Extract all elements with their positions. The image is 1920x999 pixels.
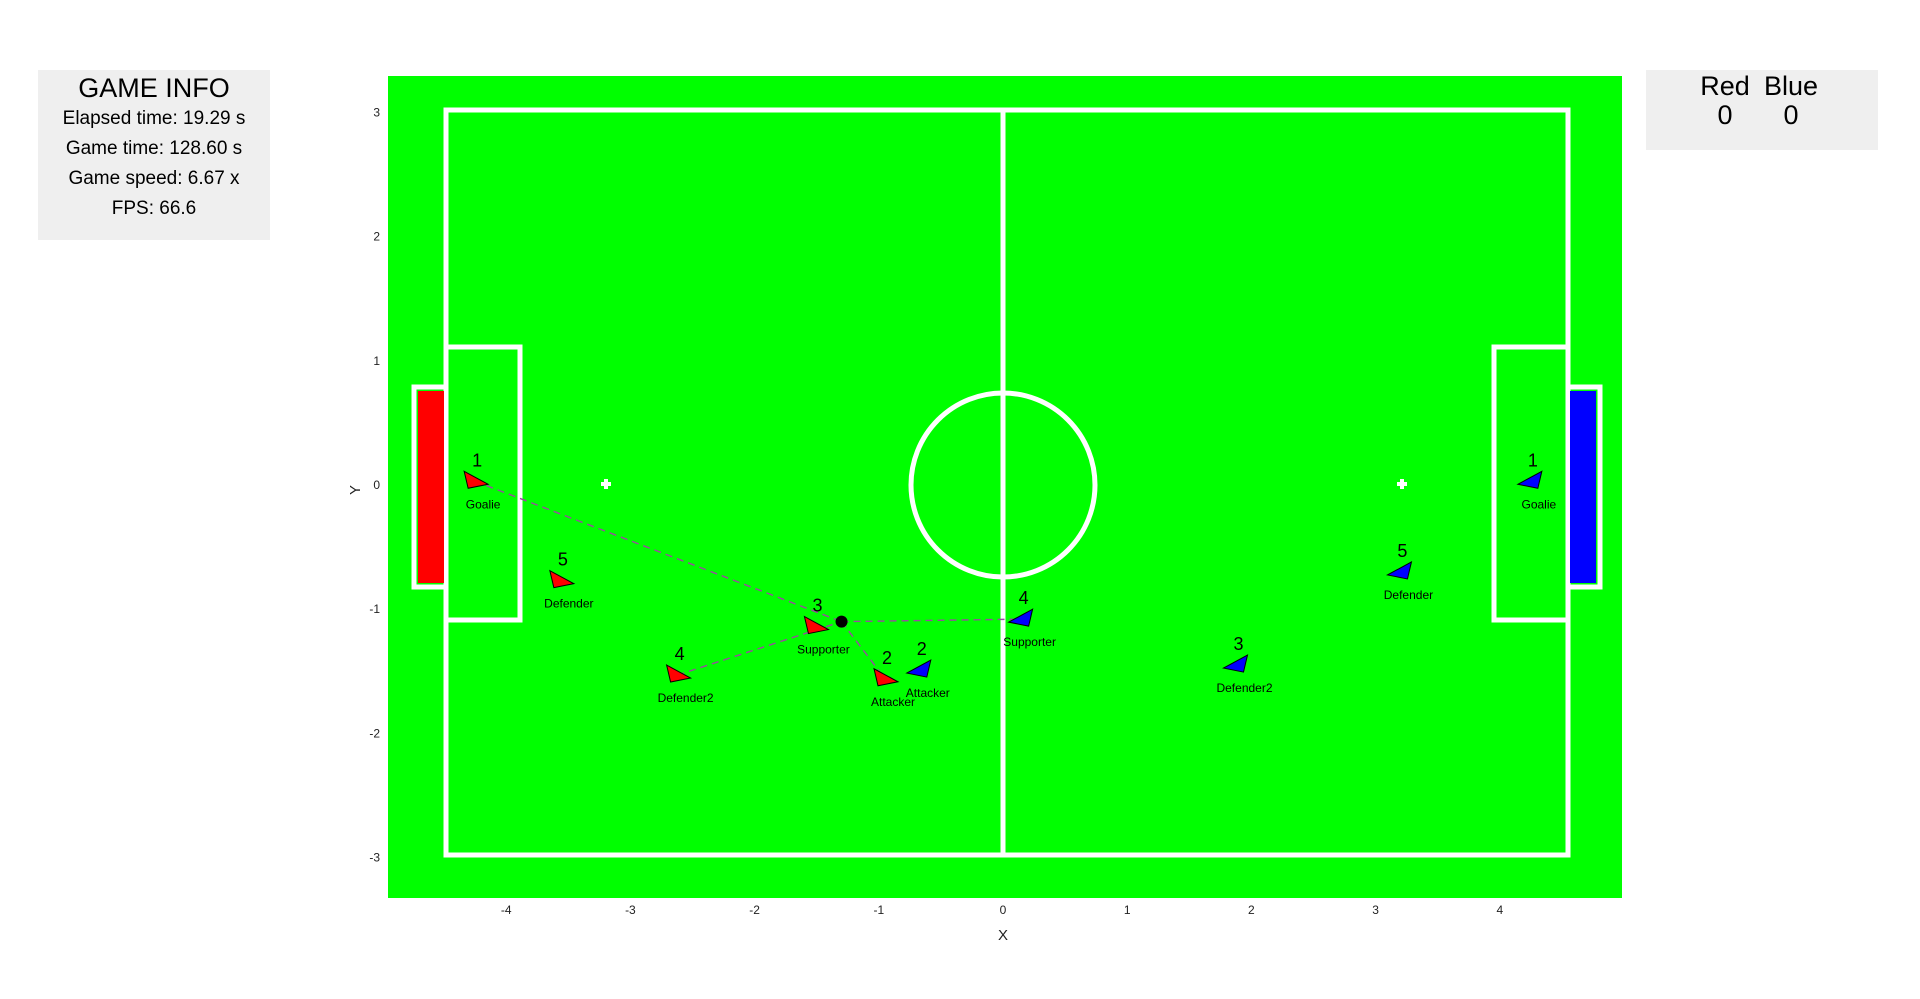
red-robot-4: 4 Defender2 xyxy=(658,644,714,705)
robot-role: Defender2 xyxy=(658,691,714,705)
robot-number: 2 xyxy=(917,639,927,659)
game-time: Game time: 128.60 s xyxy=(65,138,243,159)
axis-ticks: -4 -3 -2 -1 0 1 2 3 4 3 2 1 0 -1 -2 -3 xyxy=(369,105,1503,917)
robot-role: Goalie xyxy=(1522,497,1557,511)
red-robot-5: 5 Defender xyxy=(544,550,593,611)
robot-role: Defender2 xyxy=(1216,681,1272,695)
x-tick-label: -3 xyxy=(625,903,636,917)
robot-number: 3 xyxy=(1233,634,1243,654)
right-goal-blue xyxy=(1570,391,1596,583)
robot-role: Supporter xyxy=(797,643,850,657)
y-tick-label: 2 xyxy=(373,230,380,244)
left-penalty-mark-v xyxy=(604,479,608,489)
robot-role: Attacker xyxy=(906,686,950,700)
robot-role: Defender xyxy=(544,597,593,611)
right-penalty-mark-v xyxy=(1400,479,1404,489)
pass-line xyxy=(677,620,842,676)
left-goal-red xyxy=(418,391,444,583)
y-tick-label: 3 xyxy=(373,105,380,119)
robot-triangle xyxy=(549,569,576,589)
robot-number: 5 xyxy=(558,550,568,570)
robot-role: Supporter xyxy=(1003,635,1056,649)
blue-team-column: Blue 0 xyxy=(1756,72,1826,130)
robot-triangle xyxy=(665,664,693,683)
robot-triangle xyxy=(463,470,490,489)
fps-readout: FPS: 66.6 xyxy=(111,198,197,219)
y-tick-label: 0 xyxy=(373,478,380,492)
field-lines xyxy=(411,107,1603,858)
robot-triangle xyxy=(905,659,932,678)
right-goal-frame xyxy=(1565,384,1603,590)
scoreboard-panel: Red 0 Blue 0 xyxy=(1646,70,1878,150)
robot-number: 1 xyxy=(472,450,482,470)
ball xyxy=(835,615,848,628)
red-team-column: Red 0 xyxy=(1694,72,1756,130)
blue-robot-5: 5 Defender xyxy=(1384,541,1433,602)
red-robot-1: 1 Goalie xyxy=(463,450,501,511)
y-tick-label: 1 xyxy=(373,354,380,368)
robot-triangle xyxy=(1222,654,1249,673)
robot-triangle xyxy=(1516,470,1543,489)
robot-number: 5 xyxy=(1397,541,1407,561)
elapsed-time: Elapsed time: 19.29 s xyxy=(62,108,246,129)
blue-robot-4: 4 Supporter xyxy=(1003,588,1056,649)
ball-layer xyxy=(835,615,848,628)
robot-role: Attacker xyxy=(871,695,915,709)
robot-role: Defender xyxy=(1384,588,1433,602)
y-tick-label: -2 xyxy=(369,726,380,740)
penalty-marks xyxy=(601,479,1407,489)
y-axis-label: Y xyxy=(347,485,364,495)
x-tick-label: 1 xyxy=(1124,903,1131,917)
red-robot-3: 3 Supporter xyxy=(797,596,850,657)
robot-number: 4 xyxy=(675,644,685,664)
x-tick-label: -2 xyxy=(749,903,760,917)
robot-triangle xyxy=(1007,608,1034,627)
left-goal-frame xyxy=(411,384,449,590)
robot-triangle xyxy=(873,667,900,687)
pass-lines xyxy=(474,480,1022,680)
blue-robot-3: 3 Defender2 xyxy=(1216,634,1272,695)
game-info-title: GAME INFO xyxy=(78,73,230,103)
x-tick-label: 4 xyxy=(1496,903,1503,917)
x-tick-label: -4 xyxy=(501,903,512,917)
x-tick-label: 0 xyxy=(1000,903,1007,917)
y-tick-label: -1 xyxy=(369,602,380,616)
blue-robot-1: 1 Goalie xyxy=(1516,450,1557,511)
x-tick-label: -1 xyxy=(873,903,884,917)
game-info-panel: GAME INFO Elapsed time: 19.29 s Game tim… xyxy=(38,70,270,240)
y-tick-label: -3 xyxy=(369,851,380,865)
blue-robot-2: 2 Attacker xyxy=(905,639,950,700)
robot-number: 2 xyxy=(882,648,892,668)
pass-line xyxy=(841,618,1022,623)
robot-triangle xyxy=(1385,560,1413,580)
blue-team-score: 0 xyxy=(1783,100,1799,130)
center-circle xyxy=(908,390,1098,580)
pass-line xyxy=(474,480,842,623)
robot-role: Goalie xyxy=(466,497,501,511)
x-tick-label: 2 xyxy=(1248,903,1255,917)
red-team-label: Red xyxy=(1700,71,1750,101)
blue-team-label: Blue xyxy=(1763,71,1819,101)
robot-number: 4 xyxy=(1019,588,1029,608)
red-robot-2: 2 Attacker xyxy=(871,648,915,709)
game-speed: Game speed: 6.67 x xyxy=(68,168,240,189)
x-tick-label: 3 xyxy=(1372,903,1379,917)
x-axis-label: X xyxy=(998,927,1008,944)
red-team-score: 0 xyxy=(1717,100,1733,130)
robot-number: 1 xyxy=(1528,450,1538,470)
robot-number: 3 xyxy=(812,596,822,616)
robot-triangle xyxy=(803,615,830,635)
